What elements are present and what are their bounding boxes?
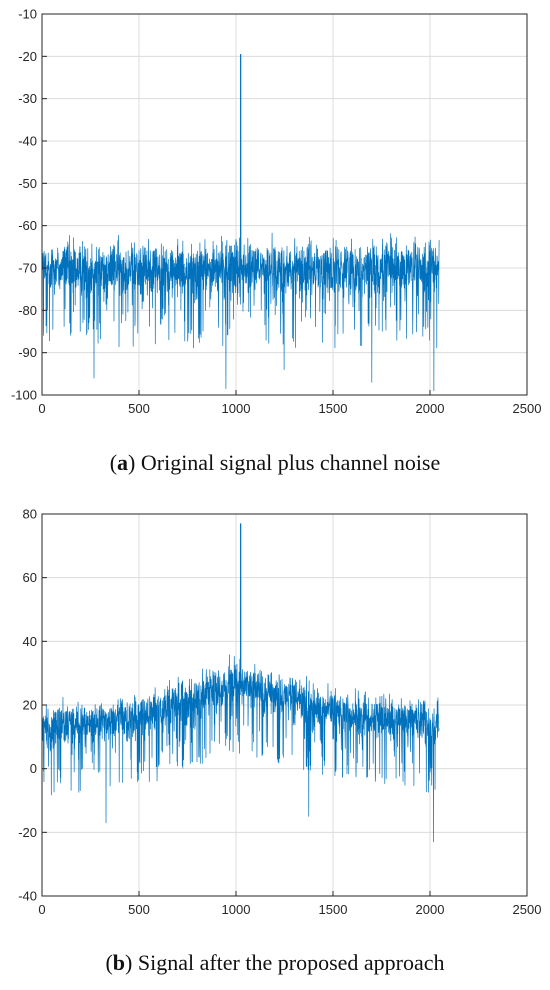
y-tick-label: -80 <box>18 303 37 318</box>
x-tick-label: 1000 <box>222 902 251 917</box>
y-tick-label: -70 <box>18 261 37 276</box>
y-tick-label: -20 <box>18 825 37 840</box>
x-tick-label: 0 <box>38 401 45 416</box>
y-tick-label: 0 <box>30 761 37 776</box>
x-tick-label: 1500 <box>319 902 348 917</box>
y-tick-label: 20 <box>23 698 37 713</box>
y-tick-label: -20 <box>18 49 37 64</box>
y-tick-label: -50 <box>18 176 37 191</box>
x-tick-label: 500 <box>128 401 150 416</box>
y-tick-label: -10 <box>18 7 37 22</box>
x-tick-label: 1500 <box>319 401 348 416</box>
y-tick-label: -40 <box>18 889 37 904</box>
chart-b: 0 500 1000 1500 2000 2500 -40 -20 0 20 40 60 80 <box>18 507 541 918</box>
y-tick-label: -100 <box>11 388 37 403</box>
x-tick-label: 2000 <box>416 902 445 917</box>
y-tick-label: -30 <box>18 91 37 106</box>
x-tick-label: 2500 <box>513 902 542 917</box>
axes-frame <box>41 13 528 396</box>
x-tick-label: 500 <box>128 902 150 917</box>
y-tick-label: -60 <box>18 218 37 233</box>
chart-a: 0 500 1000 1500 2000 2500 -100 -90 -80 -70 -60 -50 -… <box>11 7 541 417</box>
x-tick-label: 2500 <box>513 401 542 416</box>
y-tick-label: 40 <box>23 634 37 649</box>
y-tick-label: 80 <box>23 507 37 522</box>
y-tick-label: 60 <box>23 570 37 585</box>
x-tick-label: 2000 <box>416 401 445 416</box>
caption-b: (b) Signal after the proposed approach <box>105 950 445 975</box>
y-tick-label: -40 <box>18 134 37 149</box>
caption-a: (a) Original signal plus channel noise <box>109 450 441 475</box>
x-tick-label: 1000 <box>222 401 251 416</box>
y-tick-label: -90 <box>18 345 37 360</box>
x-tick-label: 0 <box>38 902 45 917</box>
